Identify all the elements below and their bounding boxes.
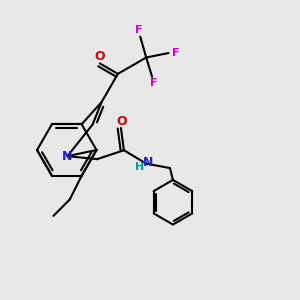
Text: N: N bbox=[62, 150, 73, 163]
Text: O: O bbox=[116, 115, 127, 128]
Text: N: N bbox=[142, 156, 153, 169]
Text: F: F bbox=[135, 25, 142, 35]
Text: H: H bbox=[135, 162, 144, 172]
Text: O: O bbox=[94, 50, 105, 63]
Text: F: F bbox=[172, 48, 180, 58]
Text: F: F bbox=[150, 78, 158, 88]
